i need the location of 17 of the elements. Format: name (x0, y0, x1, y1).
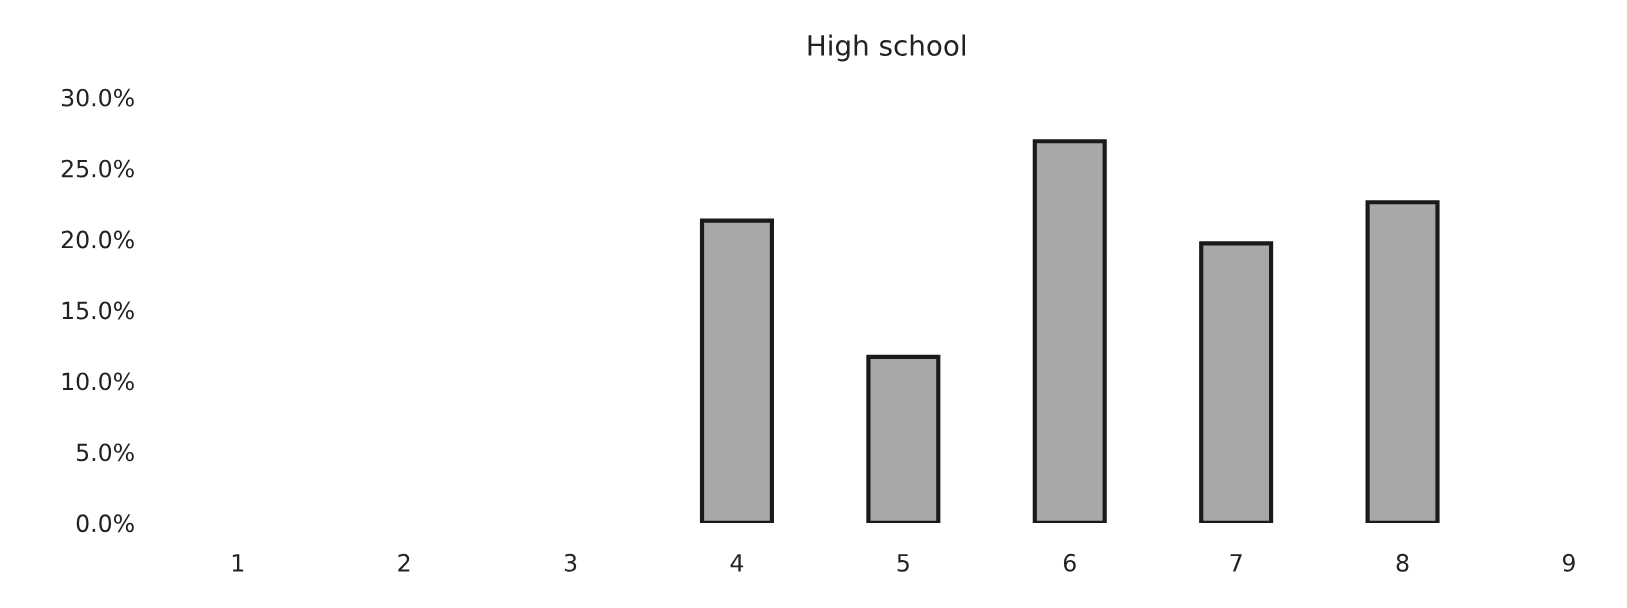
chart-title: High school (808, 34, 965, 62)
x-tick-label: 1 (232, 554, 244, 572)
x-tick-label: 9 (1562, 553, 1575, 572)
x-tick-label: 6 (1063, 553, 1076, 572)
x-tick-label: 5 (897, 554, 909, 572)
y-tick-label: 20.0% (61, 230, 134, 249)
x-tick-label: 7 (1230, 554, 1242, 572)
y-tick-label: 0.0% (76, 514, 134, 533)
x-tick-label: 8 (1396, 553, 1409, 572)
x-tick-label: 3 (564, 553, 577, 572)
x-tick-label: 2 (398, 553, 410, 572)
y-tick-label: 10.0% (62, 372, 134, 391)
y-tick-label: 30.0% (61, 88, 134, 107)
x-tick-label: 4 (730, 554, 744, 572)
y-tick-label: 5.0% (76, 443, 134, 462)
y-tick-label: 15.0% (62, 301, 134, 320)
y-tick-label: 25.0% (61, 159, 134, 178)
